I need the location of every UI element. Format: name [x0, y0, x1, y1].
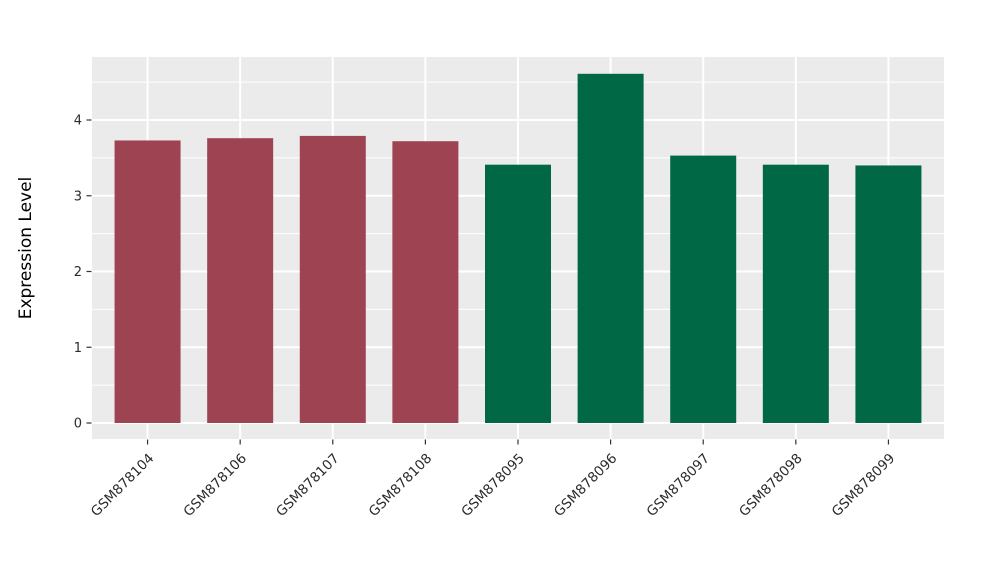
x-axis-tick-label: GSM878106: [181, 451, 250, 520]
bar-GSM878107: [299, 135, 366, 423]
x-axis-tick-label: GSM878104: [88, 451, 157, 520]
y-axis-title: Expression Level: [16, 177, 36, 320]
x-axis-tick-label: GSM878099: [829, 451, 898, 520]
x-axis-tick-label: GSM878098: [736, 451, 805, 520]
y-axis-tick-label: 2: [74, 265, 82, 280]
bar-GSM878108: [392, 141, 459, 423]
x-axis-tick-label: GSM878096: [551, 451, 620, 520]
x-axis-tick-label: GSM878108: [366, 451, 435, 520]
x-axis-tick-label: GSM878095: [458, 451, 527, 520]
y-axis-tick-label: 3: [74, 189, 82, 204]
x-axis-tick-label: GSM878107: [273, 451, 342, 520]
bar-GSM878104: [114, 140, 181, 423]
x-axis-tick-label: GSM878097: [644, 451, 713, 520]
y-axis-tick-label: 0: [74, 417, 82, 432]
bar-GSM878106: [207, 138, 274, 423]
bar-GSM878097: [670, 155, 737, 424]
bar-GSM878098: [762, 164, 829, 423]
bar-GSM878096: [577, 73, 644, 423]
y-axis-tick-label: 4: [74, 114, 82, 129]
bar-GSM878095: [485, 164, 551, 423]
y-axis-tick-label: 1: [74, 341, 82, 356]
bar-GSM878099: [855, 165, 922, 423]
